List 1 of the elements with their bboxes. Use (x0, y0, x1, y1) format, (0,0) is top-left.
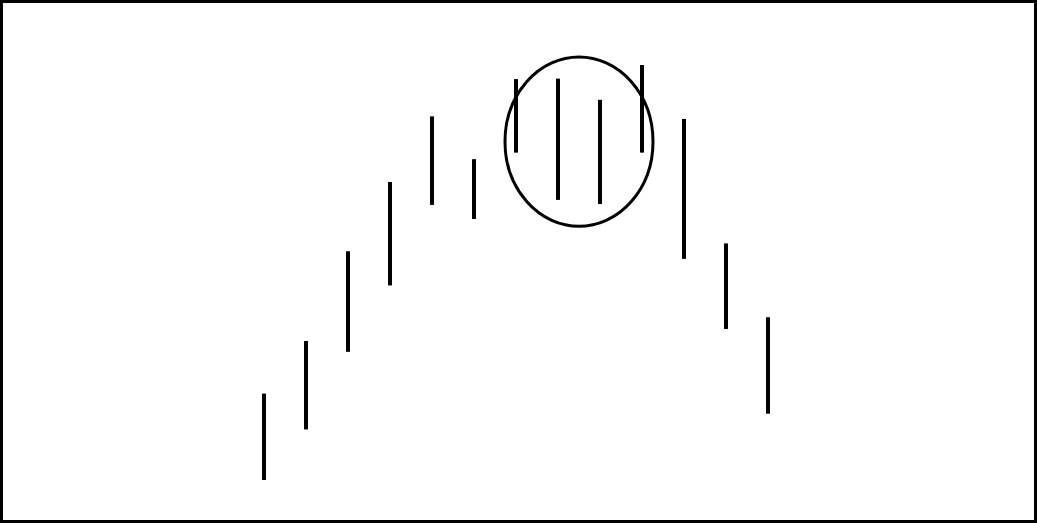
candlestick (598, 99, 602, 205)
